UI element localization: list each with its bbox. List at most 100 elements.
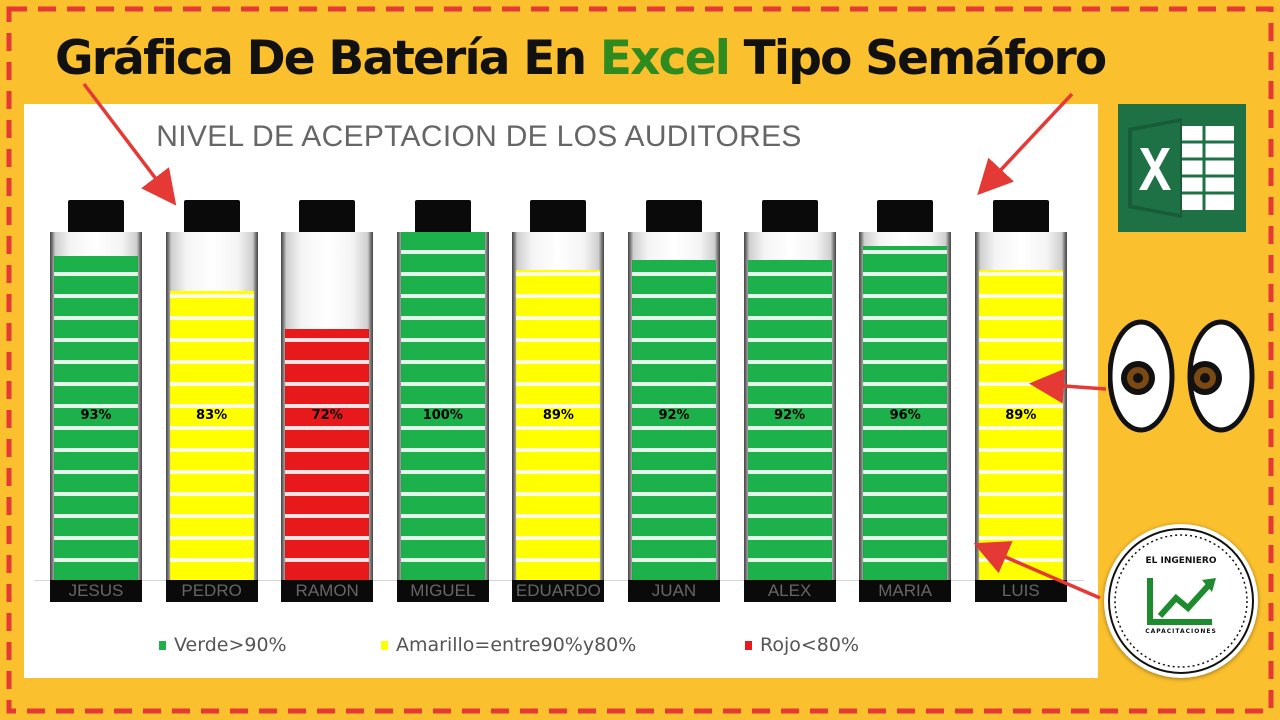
battery-stripe — [632, 360, 716, 364]
battery-edge — [483, 232, 489, 580]
battery-base — [281, 580, 374, 602]
brand-badge: EL INGENIERO CAPACITACIONES — [1104, 524, 1258, 678]
data-label: 83% — [196, 408, 228, 423]
battery-stripe — [863, 492, 948, 496]
battery-stripe — [978, 426, 1063, 430]
battery-bar: 92% ALEX — [743, 200, 836, 604]
battery-stripe — [400, 316, 485, 320]
battery-stripe — [632, 492, 716, 496]
battery-edge — [512, 232, 518, 580]
battery-stripe — [285, 492, 370, 496]
battery-fill — [54, 256, 138, 580]
battery-cap — [646, 200, 702, 234]
battery-stripe — [516, 338, 601, 342]
battery-stripe — [978, 404, 1063, 408]
battery-stripe — [978, 294, 1063, 298]
battery-body — [281, 232, 374, 580]
battery-chart: 93% JESUS 83% PEDRO 72% RAMON 100% MIGUEL 89% EDU… — [24, 104, 1098, 678]
battery-stripe — [516, 404, 601, 408]
battery-stripe — [747, 316, 832, 320]
battery-bar: 96% MARIA — [859, 200, 952, 604]
chart-title: NIVEL DE ACEPTACION DE LOS AUDITORES — [156, 120, 802, 153]
battery-base — [50, 580, 142, 602]
battery-stripe — [400, 338, 485, 342]
title-part-2: Tipo Semáforo — [729, 31, 1108, 86]
battery-edge — [859, 232, 865, 580]
legend-swatch-yellow — [381, 641, 388, 650]
battery-stripe — [285, 382, 370, 386]
battery-stripe — [400, 250, 485, 254]
battery-edge — [252, 232, 258, 580]
legend-swatch-red — [745, 641, 752, 650]
battery-stripe — [169, 382, 254, 386]
battery-stripe — [747, 404, 832, 408]
battery-stripe — [632, 338, 716, 342]
data-label: 92% — [774, 408, 806, 423]
data-label: 92% — [658, 408, 690, 423]
battery-stripe — [54, 492, 138, 496]
battery-stripe — [169, 294, 254, 298]
battery-edge — [715, 232, 720, 580]
data-label: 72% — [311, 408, 343, 423]
battery-stripe — [863, 250, 948, 254]
battery-edge — [50, 232, 55, 580]
battery-stripe — [285, 338, 370, 342]
legend-label-yellow: Amarillo=entre90%y80% — [396, 634, 637, 656]
battery-stripe — [169, 316, 254, 320]
category-label: EDUARDO — [515, 581, 601, 600]
legend-swatch-green — [159, 641, 166, 650]
title-part-1: Gráfica De Batería En — [55, 31, 600, 86]
battery-stripe — [632, 404, 716, 408]
battery-stripe — [863, 316, 948, 320]
data-label: 93% — [80, 408, 112, 423]
battery-edge — [368, 232, 374, 580]
battery-stripe — [747, 272, 832, 276]
legend-label-green: Verde>90% — [174, 634, 287, 656]
battery-base — [165, 580, 258, 602]
battery-cap — [877, 200, 934, 234]
battery-stripe — [632, 536, 716, 540]
battery-stripe — [516, 558, 601, 562]
battery-stripe — [747, 470, 832, 474]
category-label: ALEX — [767, 581, 812, 600]
eyes-icon — [1108, 319, 1255, 433]
title-highlight: Excel — [599, 31, 731, 86]
battery-stripe — [978, 360, 1063, 364]
battery-body — [859, 232, 952, 580]
battery-stripe — [54, 470, 138, 474]
battery-stripe — [747, 294, 832, 298]
battery-base — [512, 580, 605, 602]
battery-stripe — [978, 492, 1063, 496]
page-title: Gráfica De Batería En Excel Tipo Semáfor… — [55, 24, 1195, 94]
battery-stripe — [169, 360, 254, 364]
battery-stripe — [516, 294, 601, 298]
data-label: 100% — [422, 408, 463, 423]
category-label: RAMON — [295, 581, 359, 600]
battery-cap — [992, 200, 1049, 234]
battery-edge — [396, 232, 402, 580]
battery-stripe — [400, 492, 485, 496]
battery-bar: 93% JESUS — [50, 200, 142, 604]
battery-stripe — [516, 426, 601, 430]
battery-body — [974, 232, 1067, 580]
battery-stripe — [169, 470, 254, 474]
brand-badge-icon — [1108, 528, 1254, 674]
battery-stripe — [54, 514, 138, 518]
battery-stripe — [747, 536, 832, 540]
battery-stripe — [516, 272, 601, 276]
battery-stripe — [516, 316, 601, 320]
battery-stripe — [863, 448, 948, 452]
data-label: 89% — [1005, 408, 1037, 423]
battery-stripe — [169, 426, 254, 430]
battery-bar: 89% LUIS — [974, 200, 1067, 604]
battery-stripe — [632, 558, 716, 562]
category-label: JUAN — [651, 581, 697, 600]
battery-stripe — [863, 338, 948, 342]
battery-fill — [863, 245, 948, 580]
battery-edge — [165, 232, 171, 580]
battery-stripe — [285, 470, 370, 474]
battery-stripe — [285, 404, 370, 408]
excel-logo-icon — [1118, 104, 1246, 232]
battery-stripe — [516, 382, 601, 386]
battery-stripe — [516, 492, 601, 496]
